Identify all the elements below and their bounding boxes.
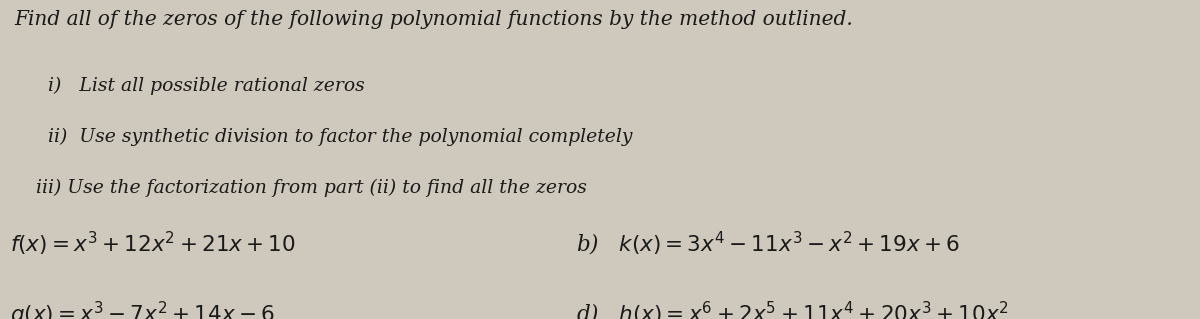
Text: i)   List all possible rational zeros: i) List all possible rational zeros [48,77,365,95]
Text: ii)  Use synthetic division to factor the polynomial completely: ii) Use synthetic division to factor the… [48,128,632,146]
Text: $g(x)=x^3-7x^2+14x-6$: $g(x)=x^3-7x^2+14x-6$ [10,300,275,319]
Text: Find all of the zeros of the following polynomial functions by the method outlin: Find all of the zeros of the following p… [14,10,853,29]
Text: b)   $k(x)=3x^4-11x^3-x^2+19x+6$: b) $k(x)=3x^4-11x^3-x^2+19x+6$ [576,230,960,258]
Text: $f(x)=x^3+12x^2+21x+10$: $f(x)=x^3+12x^2+21x+10$ [10,230,295,258]
Text: iii) Use the factorization from part (ii) to find all the zeros: iii) Use the factorization from part (ii… [36,179,587,197]
Text: d)   $h(x)=x^6+2x^5+11x^4+20x^3+10x^2$: d) $h(x)=x^6+2x^5+11x^4+20x^3+10x^2$ [576,300,1009,319]
